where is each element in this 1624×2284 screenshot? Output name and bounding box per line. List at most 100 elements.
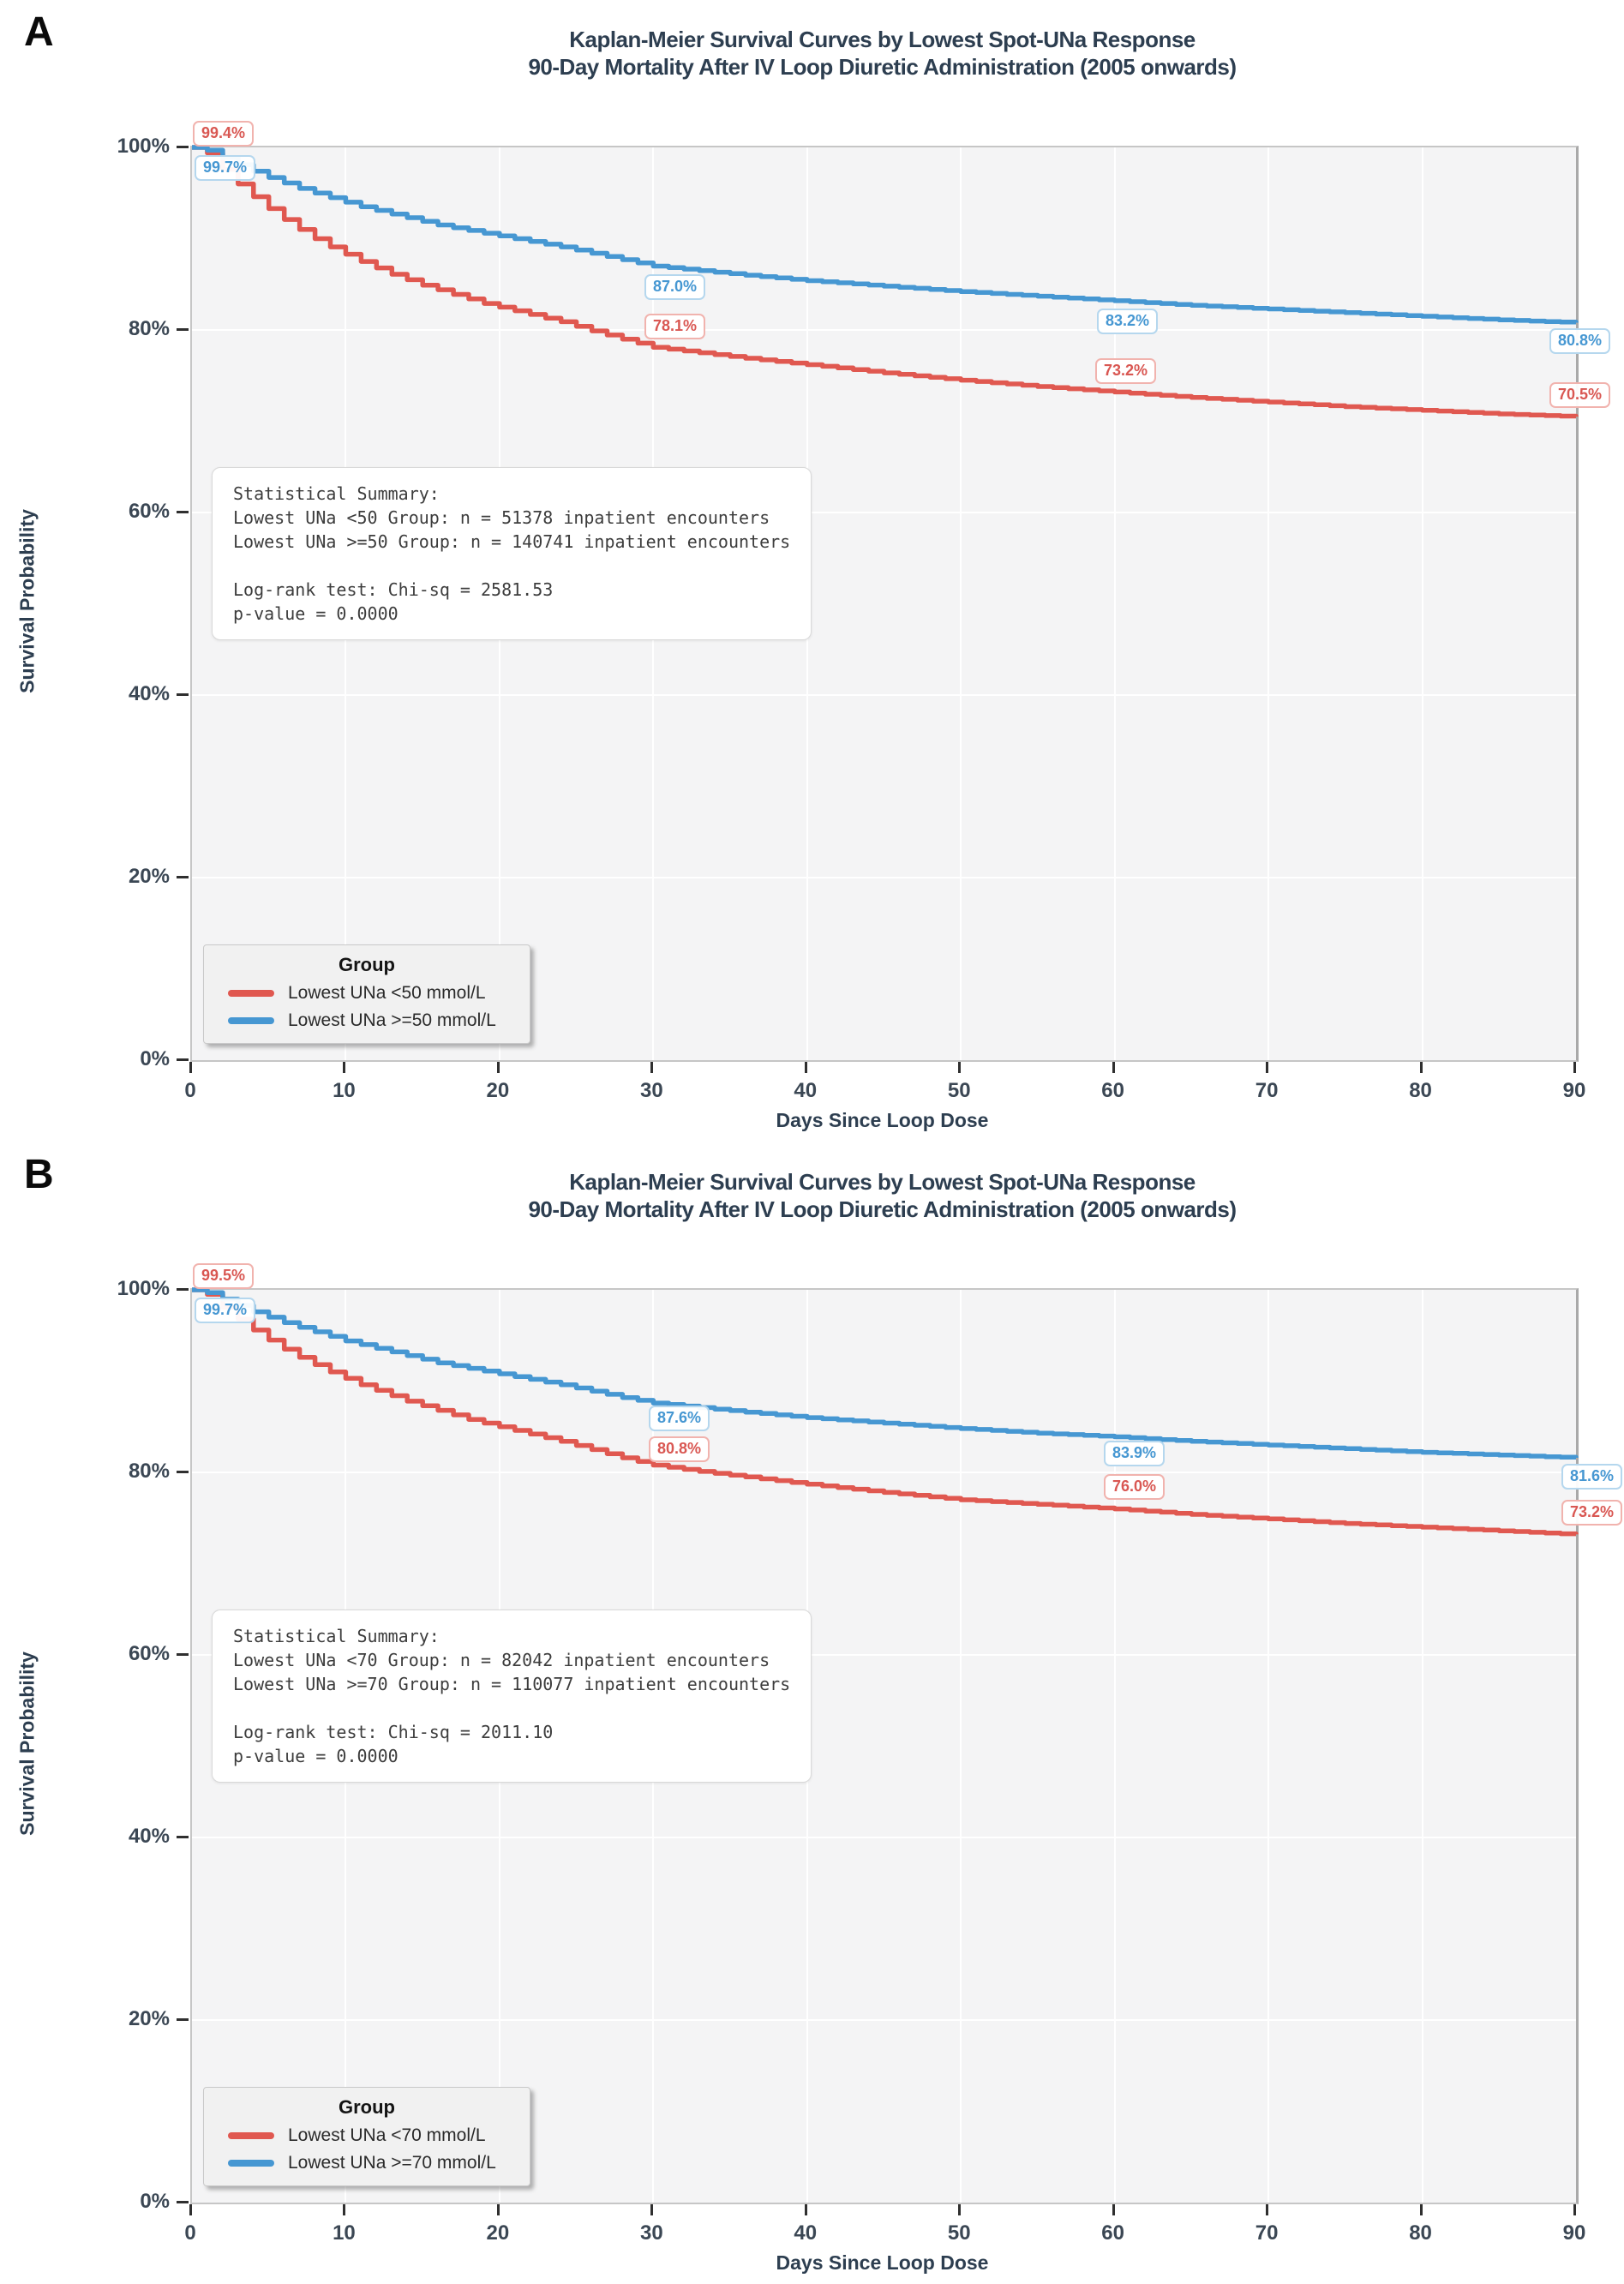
y-axis-title: Survival Probability	[15, 1652, 39, 1836]
survival-annotation: 80.8%	[649, 1436, 710, 1462]
gridline-vertical	[960, 1290, 962, 2203]
stats-line: Log-rank test: Chi-sq = 2011.10	[233, 1722, 554, 1742]
legend-item: Lowest UNa <70 mmol/L	[216, 2125, 518, 2146]
x-tick	[496, 1062, 500, 1073]
gridline-horizontal	[192, 329, 1576, 331]
y-tick	[177, 1653, 189, 1656]
gridline-horizontal	[192, 877, 1576, 878]
x-tick	[343, 1062, 346, 1073]
x-tick	[1573, 1062, 1576, 1073]
x-tick	[189, 1062, 192, 1073]
y-tick	[177, 1836, 189, 1838]
x-tick	[1573, 2204, 1576, 2215]
x-tick-label: 70	[1255, 1079, 1279, 1102]
chart-title-line1: Kaplan-Meier Survival Curves by Lowest S…	[569, 27, 1196, 52]
survival-annotation: 99.5%	[193, 1263, 255, 1289]
legend-label: Lowest UNa <50 mmol/L	[288, 983, 486, 1003]
x-tick-label: 80	[1409, 1079, 1432, 1102]
x-tick	[958, 2204, 962, 2215]
stats-line	[233, 554, 790, 578]
y-tick-label: 20%	[128, 865, 170, 888]
panel-letter: A	[24, 9, 54, 55]
legend-label: Lowest UNa >=50 mmol/L	[288, 1010, 496, 1030]
legend-swatch-blue	[228, 1017, 274, 1024]
survival-annotation: 99.7%	[195, 1298, 256, 1323]
y-axis-title: Survival Probability	[15, 509, 39, 693]
y-tick	[177, 1288, 189, 1291]
legend-label: Lowest UNa <70 mmol/L	[288, 2125, 486, 2145]
x-tick-label: 60	[1101, 2221, 1124, 2245]
legend-box: Group Lowest UNa <70 mmol/L Lowest UNa >…	[203, 2087, 530, 2186]
legend-swatch-blue	[228, 2160, 274, 2167]
x-tick	[1419, 2204, 1423, 2215]
survival-annotation: 73.2%	[1095, 358, 1157, 384]
y-tick	[177, 146, 189, 148]
y-tick-label: 100%	[117, 1277, 170, 1300]
panel-b: B Kaplan-Meier Survival Curves by Lowest…	[0, 1142, 1624, 2284]
stats-line: Lowest UNa >=70 Group: n = 110077 inpati…	[233, 1674, 791, 1694]
plot-area: Statistical Summary: Lowest UNa <70 Grou…	[190, 1263, 1623, 2204]
x-tick	[650, 1062, 654, 1073]
x-tick	[1112, 1062, 1115, 1073]
x-tick-label: 20	[486, 1079, 510, 1102]
x-tick-label: 30	[639, 2221, 663, 2245]
x-tick	[1266, 1062, 1269, 1073]
y-tick-label: 20%	[128, 2007, 170, 2030]
x-tick	[1112, 2204, 1115, 2215]
stats-line: Lowest UNa <70 Group: n = 82042 inpatien…	[233, 1650, 770, 1670]
x-tick	[343, 2204, 346, 2215]
y-tick	[177, 2201, 189, 2203]
y-tick	[177, 2018, 189, 2021]
gridline-horizontal	[192, 512, 1576, 513]
stats-line	[233, 1696, 790, 1720]
y-tick	[177, 328, 189, 331]
stats-box: Statistical Summary: Lowest UNa <70 Grou…	[212, 1610, 812, 1783]
survival-annotation: 78.1%	[644, 314, 706, 339]
survival-annotation: 83.2%	[1097, 309, 1159, 334]
y-tick-label: 40%	[128, 682, 170, 705]
gridline-horizontal	[192, 694, 1576, 696]
y-tick	[177, 511, 189, 513]
x-tick	[804, 2204, 807, 2215]
y-tick	[177, 1058, 189, 1061]
km-curve	[192, 145, 1579, 325]
x-tick	[650, 2204, 654, 2215]
chart-title-line2: 90-Day Mortality After IV Loop Diuretic …	[528, 1196, 1237, 1222]
legend-title: Group	[339, 2096, 395, 2118]
stats-line: p-value = 0.0000	[233, 1746, 399, 1766]
plot-area: Statistical Summary: Lowest UNa <50 Grou…	[190, 121, 1611, 1062]
legend-title: Group	[339, 954, 395, 975]
survival-annotation: 81.6%	[1561, 1464, 1623, 1490]
gridline-vertical	[960, 147, 962, 1060]
gridline-vertical	[1113, 147, 1116, 1060]
x-tick-label: 90	[1562, 1079, 1586, 1102]
legend-item: Lowest UNa >=50 mmol/L	[216, 1010, 518, 1031]
gridline-vertical	[1267, 147, 1270, 1060]
x-tick-label: 20	[486, 2221, 510, 2245]
x-tick	[189, 2204, 192, 2215]
y-tick	[177, 1471, 189, 1473]
stats-box: Statistical Summary: Lowest UNa <50 Grou…	[212, 467, 812, 640]
x-tick-label: 90	[1562, 2221, 1586, 2245]
x-tick-label: 40	[794, 2221, 818, 2245]
y-tick-label: 60%	[128, 1642, 170, 1665]
survival-annotation: 83.9%	[1104, 1441, 1166, 1466]
x-tick-label: 0	[184, 1079, 196, 1102]
y-tick-label: 40%	[128, 1825, 170, 1848]
y-tick-label: 80%	[128, 1460, 170, 1483]
gridline-horizontal	[192, 1472, 1576, 1473]
stats-line: p-value = 0.0000	[233, 603, 399, 624]
x-tick-label: 10	[333, 2221, 356, 2245]
x-tick-label: 40	[794, 1079, 818, 1102]
legend-swatch-red	[228, 2132, 274, 2139]
chart-title-line2: 90-Day Mortality After IV Loop Diuretic …	[528, 54, 1237, 80]
y-tick-label: 0%	[140, 2190, 170, 2213]
y-tick-label: 60%	[128, 500, 170, 523]
gridline-vertical	[1421, 1290, 1423, 2203]
x-tick-label: 60	[1101, 1079, 1124, 1102]
gridline-vertical	[1421, 147, 1423, 1060]
x-tick-label: 0	[184, 2221, 196, 2245]
km-curve	[192, 1287, 1579, 1537]
stats-line: Log-rank test: Chi-sq = 2581.53	[233, 579, 554, 600]
chart-title: Kaplan-Meier Survival Curves by Lowest S…	[190, 26, 1574, 81]
